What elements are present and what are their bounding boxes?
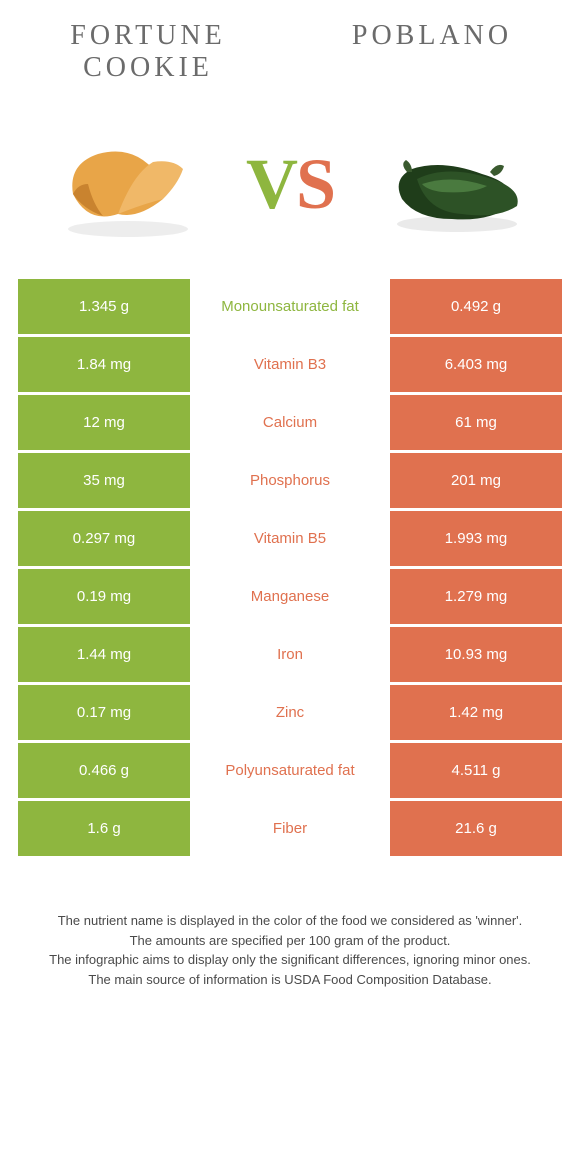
cell-right-value: 0.492 g bbox=[390, 279, 562, 334]
nutrient-table: 1.345 gMonounsaturated fat0.492 g1.84 mg… bbox=[18, 279, 562, 856]
cell-left-value: 0.17 mg bbox=[18, 685, 190, 740]
cell-right-value: 21.6 g bbox=[390, 801, 562, 856]
cell-nutrient-label: Iron bbox=[190, 627, 390, 682]
cell-right-value: 6.403 mg bbox=[390, 337, 562, 392]
table-row: 35 mgPhosphorus201 mg bbox=[18, 453, 562, 508]
cell-right-value: 10.93 mg bbox=[390, 627, 562, 682]
cell-left-value: 0.19 mg bbox=[18, 569, 190, 624]
cell-left-value: 35 mg bbox=[18, 453, 190, 508]
cell-right-value: 1.279 mg bbox=[390, 569, 562, 624]
footnote-line: The infographic aims to display only the… bbox=[28, 950, 552, 970]
vs-v-letter: V bbox=[246, 144, 296, 224]
cell-right-value: 4.511 g bbox=[390, 743, 562, 798]
vs-s-letter: S bbox=[296, 144, 334, 224]
cell-nutrient-label: Polyunsaturated fat bbox=[190, 743, 390, 798]
table-row: 1.6 gFiber21.6 g bbox=[18, 801, 562, 856]
cell-left-value: 1.44 mg bbox=[18, 627, 190, 682]
footnote-line: The nutrient name is displayed in the co… bbox=[28, 911, 552, 931]
cell-left-value: 1.84 mg bbox=[18, 337, 190, 392]
table-row: 0.466 gPolyunsaturated fat4.511 g bbox=[18, 743, 562, 798]
table-row: 1.84 mgVitamin B36.403 mg bbox=[18, 337, 562, 392]
cell-left-value: 12 mg bbox=[18, 395, 190, 450]
fortune-cookie-image bbox=[48, 124, 208, 244]
infographic-container: FORTUNE COOKIE POBLANO VS 1.3 bbox=[0, 0, 580, 1019]
cell-right-value: 201 mg bbox=[390, 453, 562, 508]
cell-left-value: 1.6 g bbox=[18, 801, 190, 856]
title-left: FORTUNE COOKIE bbox=[48, 20, 248, 84]
footnotes: The nutrient name is displayed in the co… bbox=[18, 911, 562, 989]
table-row: 0.17 mgZinc1.42 mg bbox=[18, 685, 562, 740]
table-row: 0.297 mgVitamin B51.993 mg bbox=[18, 511, 562, 566]
cell-nutrient-label: Manganese bbox=[190, 569, 390, 624]
title-right: POBLANO bbox=[332, 20, 532, 84]
table-row: 12 mgCalcium61 mg bbox=[18, 395, 562, 450]
poblano-image bbox=[372, 124, 532, 244]
cell-left-value: 0.466 g bbox=[18, 743, 190, 798]
table-row: 1.345 gMonounsaturated fat0.492 g bbox=[18, 279, 562, 334]
table-row: 0.19 mgManganese1.279 mg bbox=[18, 569, 562, 624]
cell-nutrient-label: Calcium bbox=[190, 395, 390, 450]
footnote-line: The main source of information is USDA F… bbox=[28, 970, 552, 990]
cell-nutrient-label: Fiber bbox=[190, 801, 390, 856]
cell-right-value: 1.993 mg bbox=[390, 511, 562, 566]
cell-left-value: 1.345 g bbox=[18, 279, 190, 334]
cell-nutrient-label: Zinc bbox=[190, 685, 390, 740]
cell-nutrient-label: Vitamin B3 bbox=[190, 337, 390, 392]
title-row: FORTUNE COOKIE POBLANO bbox=[18, 20, 562, 84]
cell-right-value: 1.42 mg bbox=[390, 685, 562, 740]
hero-row: VS bbox=[18, 114, 562, 279]
cell-nutrient-label: Vitamin B5 bbox=[190, 511, 390, 566]
cell-nutrient-label: Monounsaturated fat bbox=[190, 279, 390, 334]
cell-right-value: 61 mg bbox=[390, 395, 562, 450]
footnote-line: The amounts are specified per 100 gram o… bbox=[28, 931, 552, 951]
cell-nutrient-label: Phosphorus bbox=[190, 453, 390, 508]
table-row: 1.44 mgIron10.93 mg bbox=[18, 627, 562, 682]
vs-label: VS bbox=[246, 143, 334, 226]
cell-left-value: 0.297 mg bbox=[18, 511, 190, 566]
